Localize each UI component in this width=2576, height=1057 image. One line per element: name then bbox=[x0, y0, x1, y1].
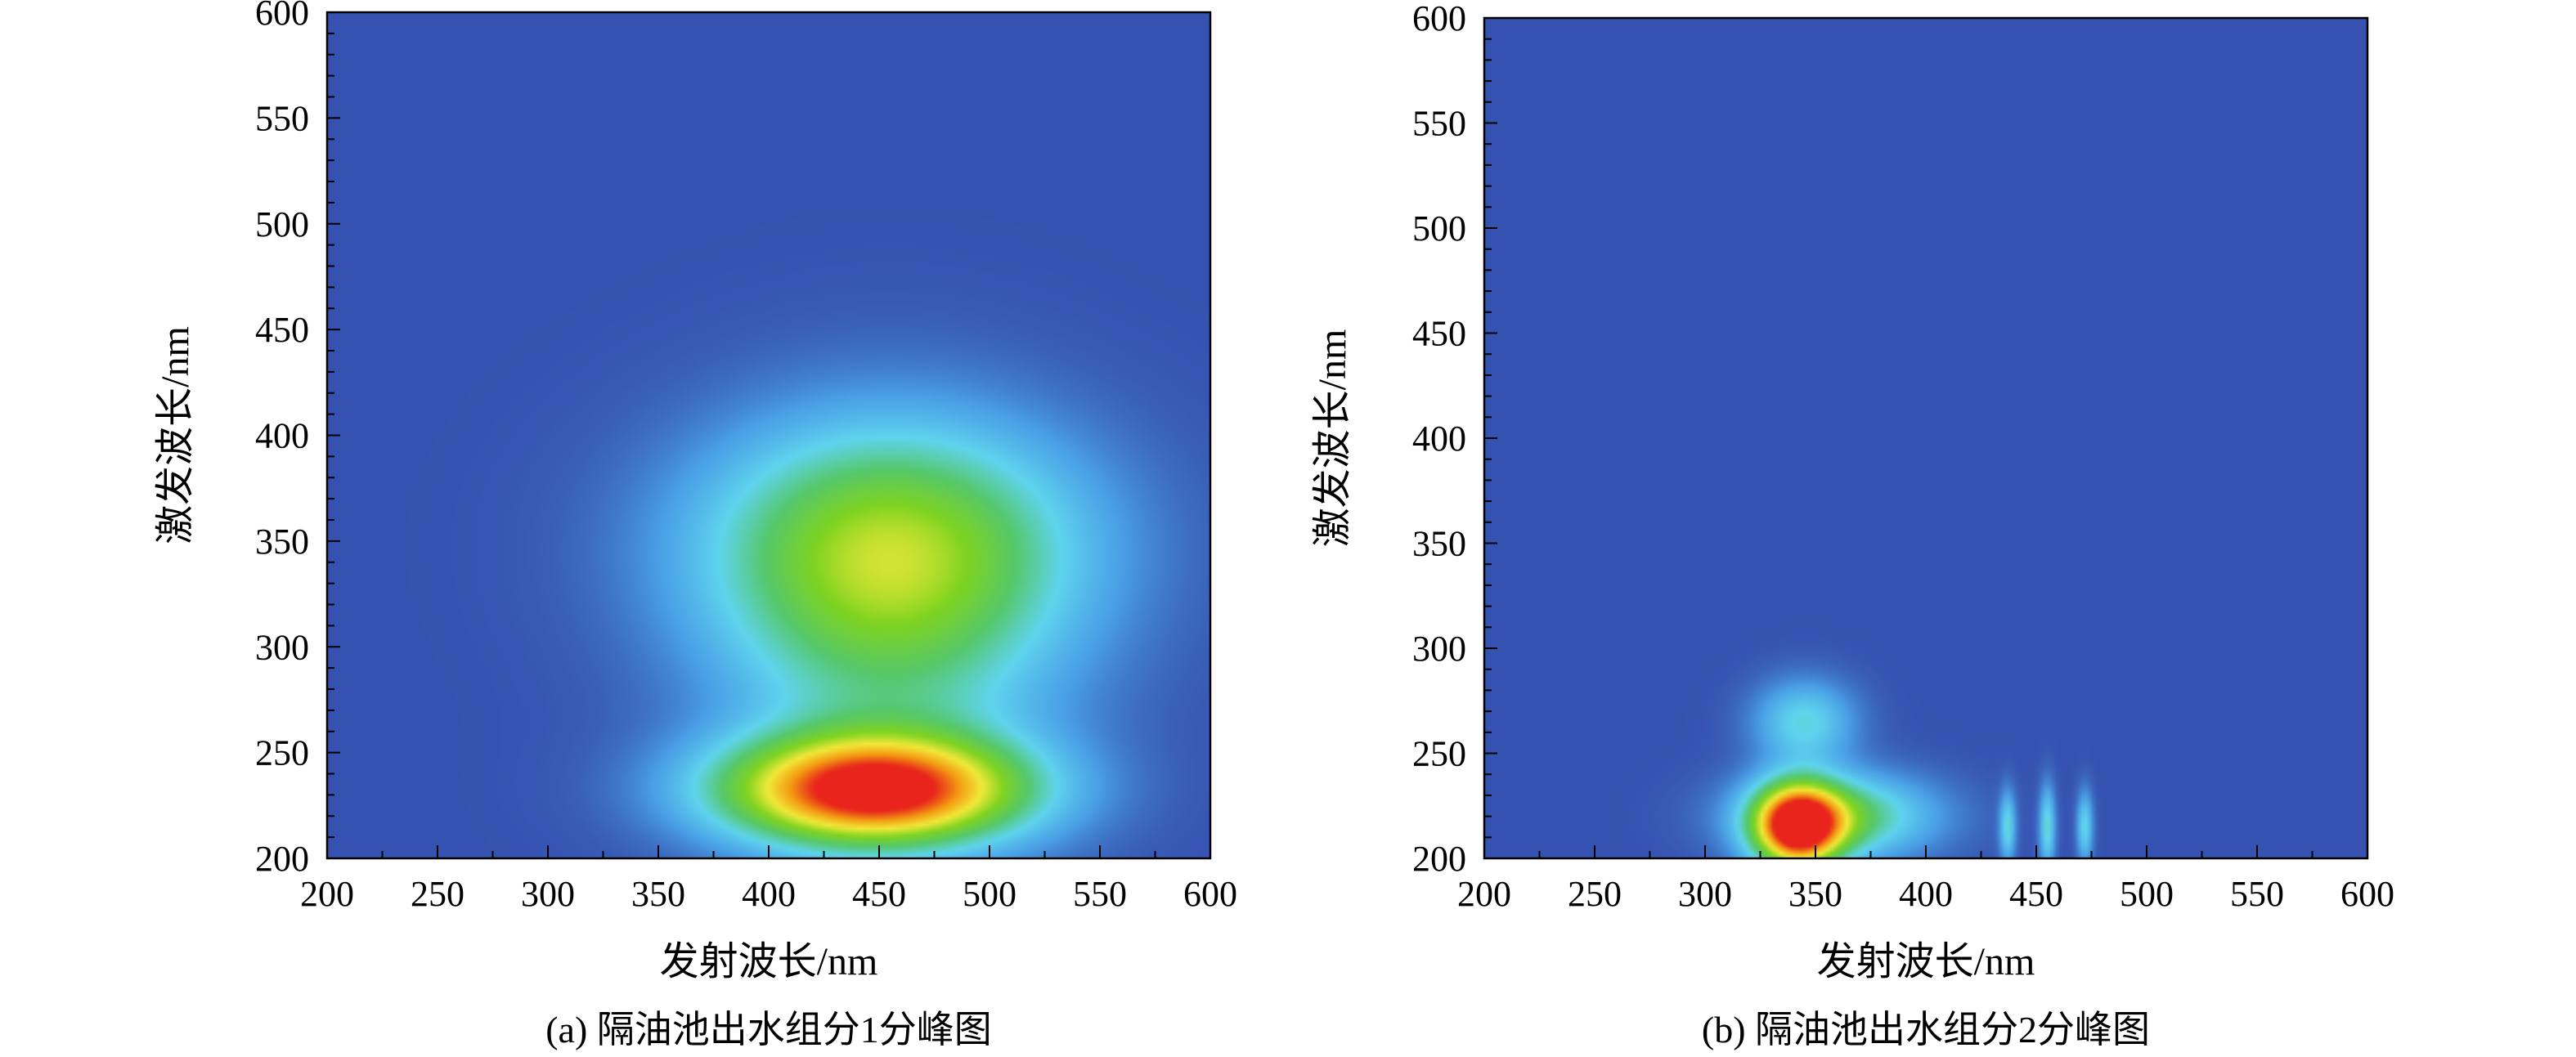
y-tick-label: 500 bbox=[255, 204, 309, 244]
x-tick-label: 200 bbox=[1457, 874, 1511, 914]
y-tick-label: 350 bbox=[255, 522, 309, 562]
x-tick-label: 550 bbox=[2230, 874, 2284, 914]
x-tick-label: 500 bbox=[963, 874, 1016, 914]
x-tick-label: 450 bbox=[2009, 874, 2063, 914]
y-tick-label: 250 bbox=[1412, 734, 1466, 774]
y-axis-label: 激发波长/nm bbox=[154, 326, 197, 544]
panel-caption: (a) 隔油池出水组分1分峰图 bbox=[545, 1009, 992, 1050]
y-tick-label: 350 bbox=[1412, 524, 1466, 564]
x-tick-label: 600 bbox=[2340, 874, 2394, 914]
y-tick-label: 450 bbox=[1412, 314, 1466, 354]
x-tick-label: 500 bbox=[2120, 874, 2174, 914]
y-tick-label: 600 bbox=[255, 0, 309, 33]
y-tick-label: 400 bbox=[1412, 419, 1466, 459]
x-tick-label: 550 bbox=[1073, 874, 1127, 914]
x-tick-label: 600 bbox=[1183, 874, 1237, 914]
y-tick-label: 450 bbox=[255, 310, 309, 350]
x-tick-label: 350 bbox=[631, 874, 685, 914]
heatmap-surface-a bbox=[327, 12, 1210, 858]
x-tick-label: 350 bbox=[1788, 874, 1842, 914]
panel-a: 200 250 300 350 400 450 500 550 600 200 250 300 350 4… bbox=[154, 0, 1237, 1050]
x-tick-label: 300 bbox=[1678, 874, 1732, 914]
y-tick-label: 550 bbox=[255, 98, 309, 138]
heatmap-surface-b bbox=[1484, 18, 2367, 858]
x-tick-label: 400 bbox=[742, 874, 796, 914]
y-tick-label: 200 bbox=[255, 839, 309, 879]
y-tick-label: 200 bbox=[1412, 839, 1466, 879]
y-tick-label: 400 bbox=[255, 416, 309, 456]
x-tick-label: 450 bbox=[852, 874, 906, 914]
y-tick-label: 300 bbox=[255, 627, 309, 667]
panel-caption: (b) 隔油池出水组分2分峰图 bbox=[1702, 1009, 2150, 1050]
y-tick-label: 550 bbox=[1412, 104, 1466, 144]
panel-b: 200 250 300 350 400 450 500 550 600 200 250 300 350 4… bbox=[1311, 0, 2394, 1050]
x-tick-label: 250 bbox=[411, 874, 464, 914]
y-tick-label: 500 bbox=[1412, 208, 1466, 249]
y-axis-label: 激发波长/nm bbox=[1311, 329, 1354, 548]
y-tick-label: 300 bbox=[1412, 629, 1466, 669]
x-tick-label: 300 bbox=[521, 874, 575, 914]
x-tick-label: 400 bbox=[1899, 874, 1953, 914]
x-axis-label: 发射波长/nm bbox=[660, 940, 878, 983]
y-tick-label: 600 bbox=[1412, 0, 1466, 38]
y-tick-label: 250 bbox=[255, 733, 309, 773]
x-tick-label: 250 bbox=[1568, 874, 1622, 914]
x-axis-label: 发射波长/nm bbox=[1817, 940, 2035, 983]
x-tick-label: 200 bbox=[300, 874, 354, 914]
